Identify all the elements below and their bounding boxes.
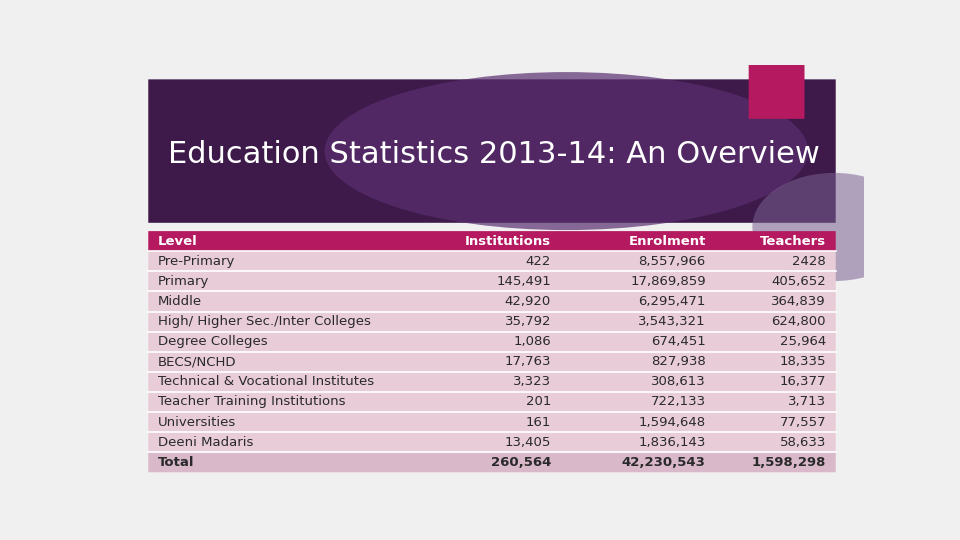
Text: Degree Colleges: Degree Colleges [158,335,268,348]
Text: 260,564: 260,564 [491,456,551,469]
FancyBboxPatch shape [148,412,836,432]
Text: 3,713: 3,713 [788,395,826,408]
Text: Institutions: Institutions [465,235,551,248]
Text: 17,763: 17,763 [505,355,551,368]
Text: 42,230,543: 42,230,543 [622,456,706,469]
Text: 405,652: 405,652 [771,275,826,288]
Text: BECS/NCHD: BECS/NCHD [158,355,236,368]
Text: 364,839: 364,839 [772,295,826,308]
FancyBboxPatch shape [148,372,836,392]
Text: 13,405: 13,405 [505,436,551,449]
Text: 77,557: 77,557 [780,416,826,429]
Text: 827,938: 827,938 [651,355,706,368]
Text: 624,800: 624,800 [772,315,826,328]
Text: 422: 422 [526,255,551,268]
Text: 722,133: 722,133 [651,395,706,408]
Text: Total: Total [158,456,195,469]
FancyBboxPatch shape [148,452,836,472]
FancyBboxPatch shape [148,432,836,452]
Text: Teacher Training Institutions: Teacher Training Institutions [158,395,346,408]
Text: 3,543,321: 3,543,321 [638,315,706,328]
Text: 16,377: 16,377 [780,375,826,388]
Text: 674,451: 674,451 [651,335,706,348]
Text: High/ Higher Sec./Inter Colleges: High/ Higher Sec./Inter Colleges [158,315,371,328]
Text: Deeni Madaris: Deeni Madaris [158,436,253,449]
Text: 17,869,859: 17,869,859 [630,275,706,288]
Text: 18,335: 18,335 [780,355,826,368]
Text: 35,792: 35,792 [505,315,551,328]
FancyBboxPatch shape [148,292,836,312]
Text: Enrolment: Enrolment [629,235,706,248]
FancyBboxPatch shape [749,55,804,119]
FancyBboxPatch shape [148,352,836,372]
Text: 1,594,648: 1,594,648 [638,416,706,429]
Text: Primary: Primary [158,275,209,288]
Text: 1,598,298: 1,598,298 [752,456,826,469]
Text: 308,613: 308,613 [651,375,706,388]
Text: Level: Level [158,235,198,248]
Text: 6,295,471: 6,295,471 [638,295,706,308]
Text: 25,964: 25,964 [780,335,826,348]
FancyBboxPatch shape [148,271,836,292]
Text: 42,920: 42,920 [505,295,551,308]
Text: 58,633: 58,633 [780,436,826,449]
Text: Education Statistics 2013-14: An Overview: Education Statistics 2013-14: An Overvie… [168,140,820,168]
FancyBboxPatch shape [148,312,836,332]
Text: 8,557,966: 8,557,966 [638,255,706,268]
FancyBboxPatch shape [148,79,836,223]
Text: Teachers: Teachers [760,235,826,248]
Text: Middle: Middle [158,295,202,308]
Text: 161: 161 [526,416,551,429]
FancyBboxPatch shape [148,251,836,271]
Text: Technical & Vocational Institutes: Technical & Vocational Institutes [158,375,374,388]
Text: 3,323: 3,323 [513,375,551,388]
Text: 2428: 2428 [792,255,826,268]
FancyBboxPatch shape [148,231,836,251]
Ellipse shape [324,72,808,230]
Text: 1,836,143: 1,836,143 [638,436,706,449]
FancyBboxPatch shape [148,392,836,412]
Text: Universities: Universities [158,416,236,429]
Text: 1,086: 1,086 [514,335,551,348]
Text: 145,491: 145,491 [496,275,551,288]
Text: Pre-Primary: Pre-Primary [158,255,235,268]
Text: 201: 201 [526,395,551,408]
FancyBboxPatch shape [148,332,836,352]
Ellipse shape [753,173,916,281]
